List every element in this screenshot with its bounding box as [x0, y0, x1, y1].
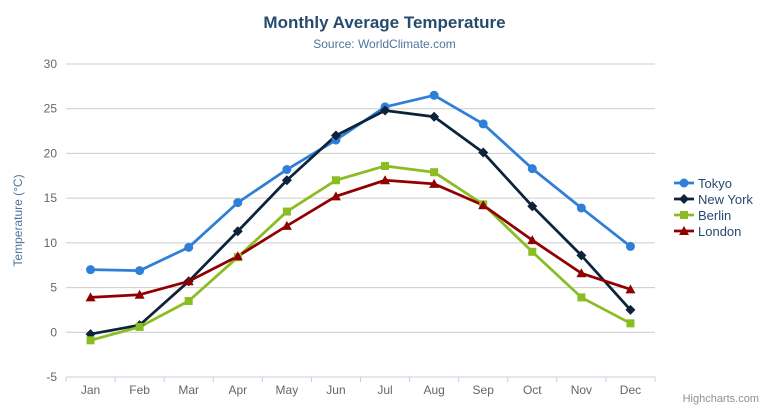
context-menu-button[interactable]: [734, 15, 758, 37]
series-marker-tokyo[interactable]: [282, 165, 292, 175]
legend-item-london[interactable]: London: [674, 223, 753, 239]
series-marker-london[interactable]: [429, 178, 440, 188]
series-marker-london[interactable]: [85, 292, 96, 302]
series-marker-berlin[interactable]: [430, 168, 439, 177]
series-marker-berlin[interactable]: [577, 293, 586, 302]
series-marker-new-york[interactable]: [380, 105, 391, 116]
series-marker-london[interactable]: [576, 268, 587, 278]
x-axis-label: Feb: [129, 383, 150, 397]
x-axis-label: Sep: [473, 383, 495, 397]
x-axis-label: Mar: [178, 383, 199, 397]
y-axis-label: 15: [44, 191, 58, 205]
series-marker-new-york[interactable]: [527, 201, 538, 212]
chart-title: Monthly Average Temperature: [263, 13, 506, 32]
series-marker-new-york[interactable]: [576, 250, 587, 261]
legend-symbol-triangle: [674, 226, 694, 235]
series-marker-london[interactable]: [527, 235, 538, 245]
x-axis-label: May: [276, 383, 299, 397]
y-axis-label: 20: [44, 146, 58, 160]
series-marker-berlin[interactable]: [528, 247, 537, 256]
series-line-london[interactable]: [89, 178, 632, 299]
chart-subtitle: Source: WorldClimate.com: [313, 37, 456, 51]
series-marker-berlin[interactable]: [331, 176, 340, 185]
legend-item-new-york[interactable]: New York: [674, 191, 753, 207]
y-axis-label: 30: [44, 57, 58, 71]
series-marker-new-york[interactable]: [281, 175, 292, 186]
series-marker-tokyo[interactable]: [527, 164, 537, 174]
series-marker-london[interactable]: [183, 276, 194, 286]
series-marker-new-york[interactable]: [232, 226, 243, 237]
x-axis-label: Oct: [523, 383, 542, 397]
x-axis-label: Nov: [571, 383, 592, 397]
series-marker-tokyo[interactable]: [576, 203, 586, 213]
legend-symbol-circle: [674, 178, 694, 188]
y-axis-label: 10: [44, 236, 58, 250]
legend-item-tokyo[interactable]: Tokyo: [674, 175, 753, 191]
series-marker-london[interactable]: [625, 284, 636, 294]
x-axis-label: Jul: [377, 383, 392, 397]
series-marker-tokyo[interactable]: [625, 241, 635, 251]
highcharts-credits[interactable]: Highcharts.com: [682, 393, 759, 405]
y-axis-label: 0: [50, 325, 57, 339]
series-line-new-york[interactable]: [89, 109, 632, 336]
series-marker-tokyo[interactable]: [135, 266, 145, 276]
y-axis-label: 25: [44, 102, 58, 116]
series-marker-london[interactable]: [134, 289, 145, 299]
y-axis-title: Temperature (°C): [11, 174, 25, 266]
series-marker-london[interactable]: [330, 191, 341, 201]
legend-symbol-diamond: [674, 194, 694, 204]
chart-legend: Tokyo New York Berlin London: [674, 175, 753, 239]
x-axis-label: Jan: [81, 383, 100, 397]
legend-symbol-square: [674, 211, 694, 219]
series-marker-new-york[interactable]: [429, 111, 440, 122]
series-marker-new-york[interactable]: [330, 130, 341, 141]
series-marker-tokyo[interactable]: [429, 90, 439, 100]
y-axis-label: -5: [46, 370, 57, 384]
series-marker-new-york[interactable]: [478, 147, 489, 158]
x-axis-label: Dec: [620, 383, 641, 397]
series-marker-berlin[interactable]: [86, 336, 95, 345]
legend-item-berlin[interactable]: Berlin: [674, 207, 753, 223]
legend-label: Tokyo: [698, 175, 732, 191]
series-marker-london[interactable]: [281, 220, 292, 230]
x-axis-label: Aug: [423, 383, 444, 397]
series-marker-london[interactable]: [380, 175, 391, 185]
legend-label: New York: [698, 191, 753, 207]
series-marker-berlin[interactable]: [135, 322, 144, 331]
series-marker-berlin[interactable]: [381, 161, 390, 170]
series-marker-tokyo[interactable]: [233, 198, 243, 208]
series-marker-tokyo[interactable]: [86, 265, 96, 275]
legend-label: Berlin: [698, 207, 732, 223]
series-marker-london[interactable]: [232, 251, 243, 261]
series-marker-new-york[interactable]: [625, 304, 636, 315]
x-axis-label: Jun: [326, 383, 345, 397]
legend-label: London: [698, 223, 742, 239]
y-axis-label: 5: [50, 281, 57, 295]
series-marker-berlin[interactable]: [282, 207, 291, 216]
series-marker-tokyo[interactable]: [478, 119, 488, 129]
x-axis-label: Apr: [228, 383, 247, 397]
series-marker-tokyo[interactable]: [184, 242, 194, 252]
series-line-berlin[interactable]: [89, 164, 632, 342]
series-marker-berlin[interactable]: [626, 319, 635, 328]
series-marker-berlin[interactable]: [184, 296, 193, 305]
series-marker-london[interactable]: [478, 200, 489, 210]
